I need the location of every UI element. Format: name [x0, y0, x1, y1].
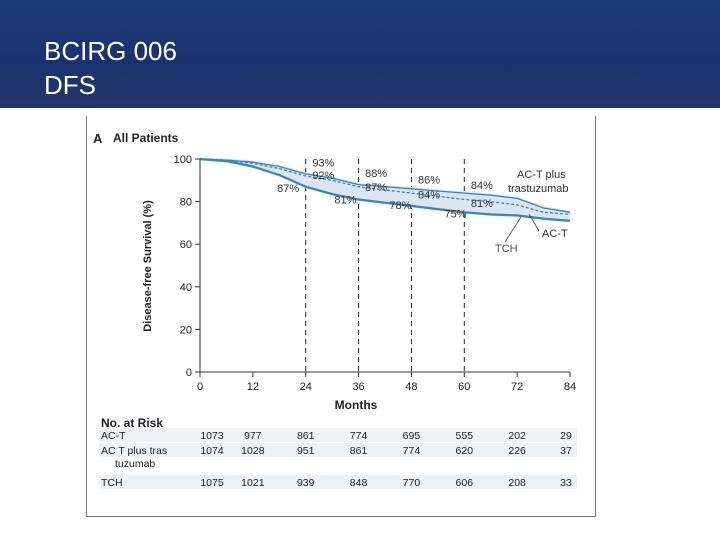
- at-risk-value: 977: [244, 430, 262, 442]
- at-risk-value: 861: [297, 430, 315, 442]
- at-risk-value: 1021: [241, 477, 265, 489]
- annotation-label: 92%: [312, 170, 334, 182]
- annotation-label: 81%: [334, 195, 356, 207]
- x-tick-label-24: 24: [300, 381, 312, 393]
- annotation-label: 93%: [312, 157, 334, 169]
- at-risk-value: 620: [456, 445, 474, 457]
- series-curve-tch: [199, 158, 571, 213]
- at-risk-row-bg: [99, 428, 577, 442]
- legend-act-trastuzumab-line2: trastuzumab: [508, 183, 569, 195]
- at-risk-value: 606: [456, 477, 474, 489]
- x-tick-label-36: 36: [352, 381, 364, 393]
- at-risk-value: 770: [403, 477, 421, 489]
- at-risk-value: 1073: [200, 430, 224, 442]
- x-tick-label-12: 12: [247, 381, 259, 393]
- at-risk-row-bg: [99, 475, 577, 489]
- at-risk-value: 939: [297, 477, 315, 489]
- legend-tch-leader: [504, 216, 522, 243]
- survival-band: [200, 157, 570, 223]
- legend-act-leader: [528, 213, 540, 232]
- at-risk-row-bg: [99, 443, 577, 457]
- annotation-label: 84%: [418, 189, 440, 201]
- x-tick-label-0: 0: [197, 381, 203, 393]
- at-risk-value: 695: [403, 430, 421, 442]
- x-axis-label: Months: [335, 398, 378, 412]
- title-line-1: BCIRG 006: [44, 36, 177, 66]
- at-risk-value: 951: [297, 445, 315, 457]
- panel-letter: A: [93, 131, 103, 146]
- annotation-label: 78%: [389, 200, 411, 212]
- y-tick-label-0: 0: [186, 367, 192, 379]
- at-risk-row-label: AC T plus tras: [101, 445, 167, 457]
- at-risk-row-label-cont: tuzumab: [115, 458, 155, 470]
- at-risk-title: No. at Risk: [101, 416, 163, 430]
- series-curve-ac-t: [199, 157, 571, 222]
- annotation-label: 88%: [365, 168, 387, 180]
- at-risk-value: 861: [350, 445, 368, 457]
- y-axis-label: Disease-free Survival (%): [142, 200, 154, 332]
- survival-figure: A All Patients Disease-free Survival (%)…: [86, 116, 596, 517]
- slide-header: BCIRG 006 DFS: [0, 0, 720, 108]
- at-risk-value: 774: [350, 430, 368, 442]
- dfs-chart: A All Patients Disease-free Survival (%)…: [93, 131, 577, 489]
- annotation-label: 84%: [471, 180, 493, 192]
- slide-title: BCIRG 006 DFS: [44, 34, 177, 102]
- y-tick-label-100: 100: [174, 154, 192, 166]
- at-risk-value: 202: [508, 430, 526, 442]
- y-tick-label-60: 60: [180, 239, 192, 251]
- at-risk-value: 1028: [241, 445, 265, 457]
- at-risk-value: 1075: [200, 477, 224, 489]
- at-risk-value: 208: [508, 477, 526, 489]
- legend-act-trastuzumab-line1: AC-T plus: [517, 169, 566, 181]
- x-tick-label-72: 72: [511, 381, 523, 393]
- legend-act: AC-T: [542, 228, 568, 240]
- at-risk-value: 848: [350, 477, 368, 489]
- at-risk-value: 29: [560, 430, 572, 442]
- at-risk-row-label: TCH: [101, 477, 123, 489]
- chart-title: All Patients: [113, 131, 179, 145]
- annotation-label: 81%: [471, 198, 493, 210]
- y-tick-label-80: 80: [180, 197, 192, 209]
- at-risk-value: 37: [560, 445, 572, 457]
- series-curve-ac-t-plus-trastuzumab: [199, 158, 571, 216]
- at-risk-value: 1074: [200, 445, 224, 457]
- y-tick-label-40: 40: [180, 282, 192, 294]
- title-line-2: DFS: [44, 70, 96, 100]
- annotation-label: 87%: [277, 183, 299, 195]
- at-risk-value: 774: [403, 445, 421, 457]
- annotation-label: 87%: [365, 182, 387, 194]
- x-tick-label-60: 60: [458, 381, 470, 393]
- x-tick-label-84: 84: [564, 381, 576, 393]
- at-risk-value: 226: [508, 445, 526, 457]
- x-tick-label-48: 48: [405, 381, 417, 393]
- at-risk-value: 33: [560, 477, 572, 489]
- annotation-label: 75%: [444, 209, 466, 221]
- at-risk-row-label: AC-T: [101, 430, 126, 442]
- header-band: [0, 58, 720, 108]
- annotation-label: 86%: [418, 174, 440, 186]
- legend-tch: TCH: [495, 243, 518, 255]
- at-risk-value: 555: [456, 430, 474, 442]
- y-tick-label-20: 20: [180, 324, 192, 336]
